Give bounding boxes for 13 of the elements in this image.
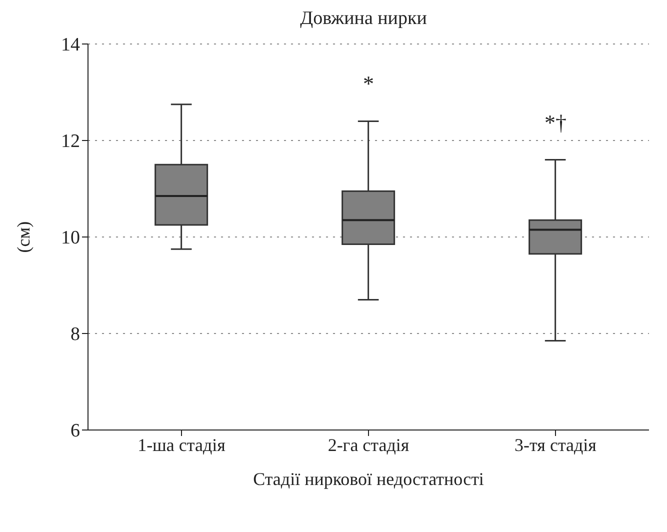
x-axis-title: Стадії ниркової недостатності <box>253 469 484 489</box>
y-tick-label: 12 <box>61 131 80 152</box>
chart-title: Довжина нирки <box>299 8 428 30</box>
y-tick-label: 10 <box>61 228 80 249</box>
y-tick-label: 14 <box>61 34 80 56</box>
x-tick-label: 3-тя стадія <box>514 434 596 455</box>
y-tick-label: 8 <box>70 324 80 346</box>
annotation: *† <box>544 110 566 135</box>
y-axis-title: (см) <box>13 221 34 253</box>
y-tick-label: 6 <box>70 420 80 442</box>
annotation: * <box>363 71 374 96</box>
x-tick-label: 1-ша стадія <box>138 434 226 455</box>
x-tick-label: 2-га стадія <box>328 434 410 455</box>
